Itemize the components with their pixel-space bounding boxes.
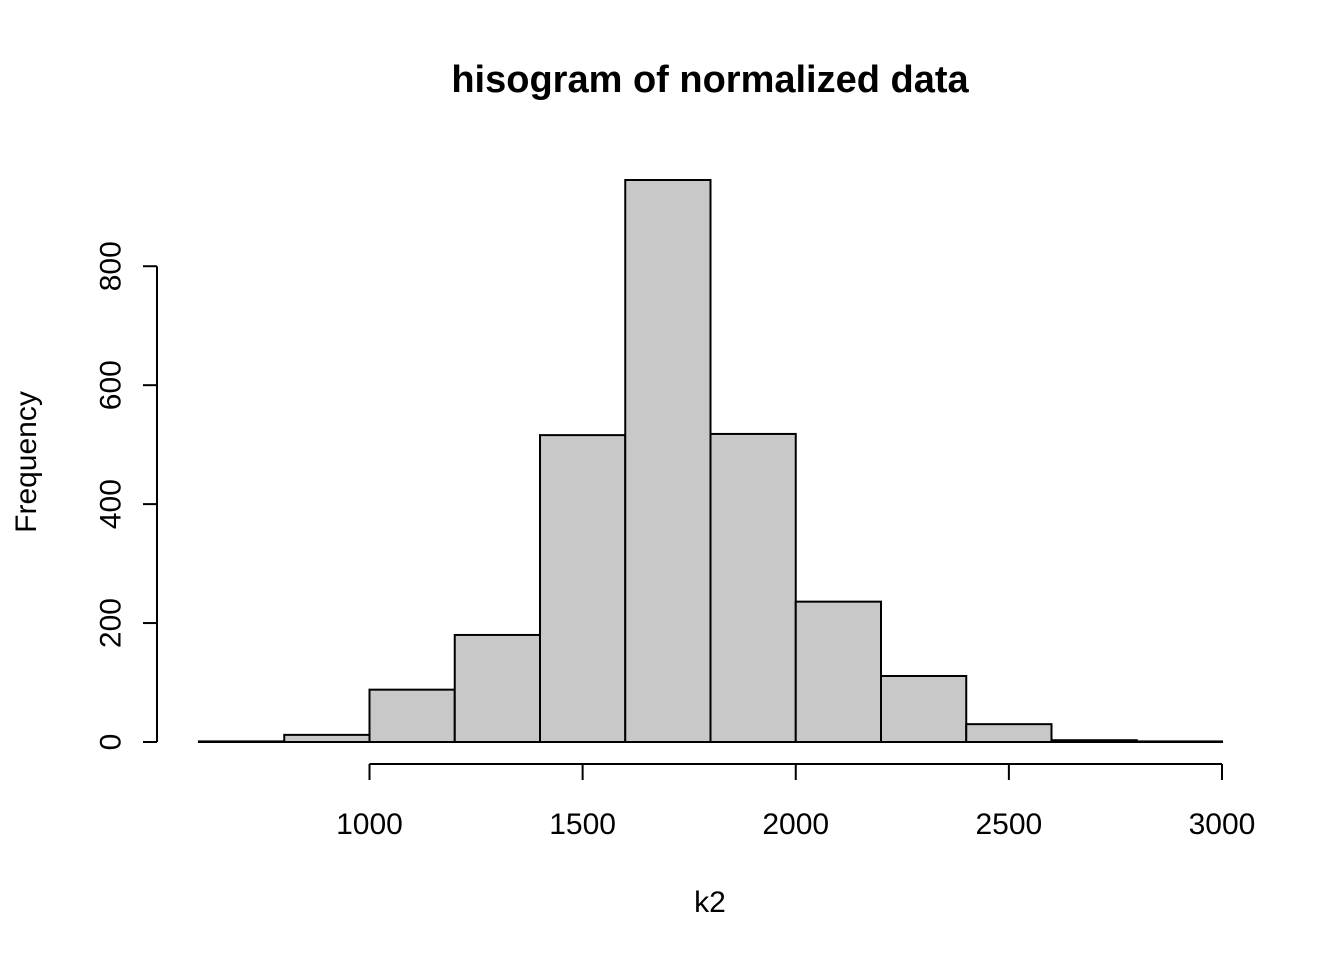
histogram-bar — [709, 432, 797, 743]
x-tick-label: 1000 — [336, 808, 403, 841]
histogram-bar — [965, 723, 1053, 744]
x-tick-label: 2000 — [762, 808, 829, 841]
x-axis: 1000 1500 2000 2500 3000 — [336, 763, 1256, 841]
x-tick-label: 2500 — [976, 808, 1043, 841]
x-axis-label: k2 — [694, 886, 726, 919]
x-tick-label: 3000 — [1189, 808, 1256, 841]
histogram-bar — [1135, 740, 1223, 743]
x-tick-label: 1500 — [549, 808, 616, 841]
histogram-bar — [453, 633, 541, 744]
y-tick-label: 800 — [95, 241, 128, 291]
histogram-bar — [368, 688, 456, 743]
y-axis: 0 200 400 600 800 — [95, 241, 158, 750]
histogram-bar — [794, 600, 882, 743]
y-tick-label: 600 — [95, 360, 128, 410]
histogram-bar — [880, 674, 968, 743]
y-tick-label: 400 — [95, 479, 128, 529]
histogram-bar — [624, 179, 712, 743]
y-axis-label: Frequency — [10, 391, 43, 533]
histogram-bar — [1050, 739, 1138, 744]
chart-title: hisogram of normalized data — [451, 59, 969, 101]
y-tick-label: 200 — [95, 598, 128, 648]
y-tick-label: 0 — [95, 734, 128, 751]
bars — [198, 179, 1223, 744]
histogram-bar — [539, 434, 627, 743]
histogram-bar — [198, 740, 286, 743]
histogram-bar — [283, 733, 371, 743]
